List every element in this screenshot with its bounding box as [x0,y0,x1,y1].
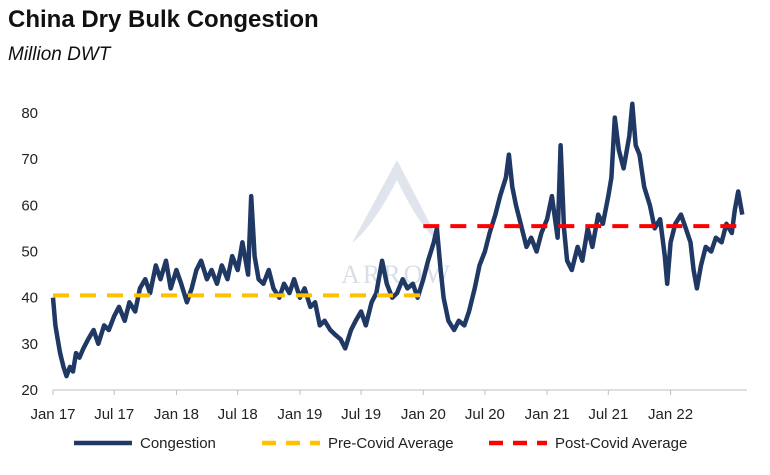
x-axis: Jan 17 Jul 17 Jan 18 Jul 18 Jan 19 Jul 19 Jan … [30,389,747,423]
x-tick-label: Jul 20 [465,406,505,423]
y-tick-label: 50 [21,244,38,261]
legend-label: Pre-Covid Average [328,435,454,452]
legend-label: Congestion [140,435,216,452]
x-tick-label: Jul 18 [218,406,258,423]
y-tick-label: 60 [21,197,38,214]
x-tick-label: Jan 22 [648,406,693,423]
chart-title: China Dry Bulk Congestion [8,6,319,33]
y-tick-label: 20 [21,382,38,399]
x-tick-label: Jul 17 [94,406,134,423]
y-axis: 20 30 40 50 60 70 80 [21,105,38,399]
series-layer [50,101,747,379]
y-tick-label: 70 [21,151,38,168]
x-tick-label: Jan 17 [30,406,75,423]
x-tick-label: Jul 19 [341,406,381,423]
y-tick-label: 40 [21,290,38,307]
congestion-line [50,101,745,379]
legend-post-covid-average: Post-Covid Average [489,435,687,452]
watermark-text: ARROW [341,260,453,289]
chart-subtitle: Million DWT [8,44,111,65]
y-tick-label: 30 [21,336,38,353]
y-tick-label: 80 [21,105,38,122]
watermark-logo: ARROW [341,160,453,289]
legend-congestion: Congestion [74,435,216,452]
x-tick-label: Jan 19 [277,406,322,423]
x-tick-label: Jan 21 [525,406,570,423]
legend-pre-covid-average: Pre-Covid Average [262,435,454,452]
x-tick-label: Jan 20 [401,406,446,423]
legend: Congestion Pre-Covid Average Post-Covid Av… [74,435,687,452]
x-tick-label: Jan 18 [154,406,199,423]
watermark-sail-icon [352,160,440,243]
legend-label: Post-Covid Average [555,435,687,452]
x-tick-label: Jul 21 [588,406,628,423]
